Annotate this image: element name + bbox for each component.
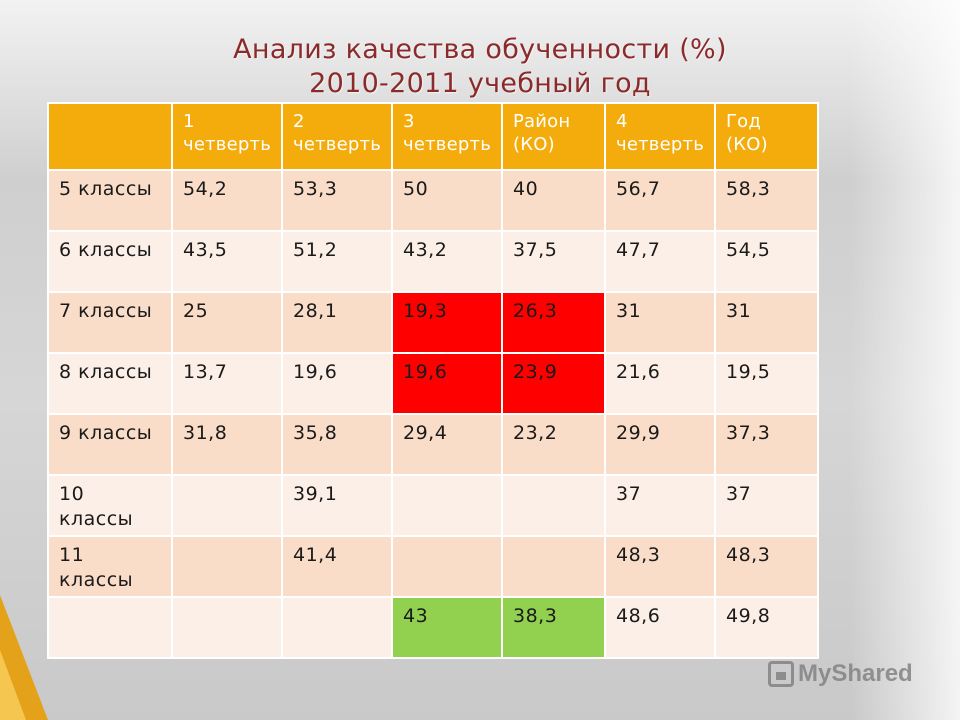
table-cell [501,474,606,537]
title-line-2: 2010-2011 учебный год [309,68,651,99]
header-cell-q4: 4 четверть [604,102,716,171]
table-cell: 53,3 [281,169,393,232]
table-row: 10 классы 39,1 37 37 [47,474,819,537]
table-cell: 31 [604,291,716,354]
table-cell: 48,3 [604,535,716,598]
table-cell: 31,8 [171,413,283,476]
table-cell: 54,2 [171,169,283,232]
table-cell: 43,2 [391,230,503,293]
presentation-icon [768,661,794,687]
row-label: 11 классы [47,535,173,598]
table-cell: 47,7 [604,230,716,293]
table-cell: 51,2 [281,230,393,293]
table-row: 11 классы 41,4 48,3 48,3 [47,535,819,598]
table-cell: 31 [714,291,819,354]
table-cell: 35,8 [281,413,393,476]
table-cell: 23,2 [501,413,606,476]
table-cell: 48,6 [604,596,716,659]
header-cell-q2: 2 четверть [281,102,393,171]
slide-title: Анализ качества обученности (%) 2010-201… [0,33,960,101]
table-cell: 40 [501,169,606,232]
table-cell-highlight-green: 38,3 [501,596,606,659]
row-label [47,596,173,659]
table-cell: 19,5 [714,352,819,415]
table-cell: 37,3 [714,413,819,476]
title-line-1: Анализ качества обученности (%) [233,34,727,65]
table-cell: 29,9 [604,413,716,476]
header-cell-empty [47,102,173,171]
table-cell: 48,3 [714,535,819,598]
table-cell-highlight-red: 19,6 [391,352,503,415]
table-row: 7 классы 25 28,1 19,3 26,3 31 31 [47,291,819,354]
table-cell: 28,1 [281,291,393,354]
quality-table: 1 четверть 2 четверть 3 четверть Район (… [47,102,819,659]
table-cell: 13,7 [171,352,283,415]
table-cell: 49,8 [714,596,819,659]
table-row: 6 классы 43,5 51,2 43,2 37,5 47,7 54,5 [47,230,819,293]
decor-corner-yellow [0,650,26,720]
row-label: 6 классы [47,230,173,293]
table-cell: 37 [714,474,819,537]
table-cell [501,535,606,598]
table-cell: 58,3 [714,169,819,232]
table-cell-highlight-red: 26,3 [501,291,606,354]
row-label: 9 классы [47,413,173,476]
table-header-row: 1 четверть 2 четверть 3 четверть Район (… [47,102,819,171]
table-cell: 25 [171,291,283,354]
header-cell-district: Район (КО) [501,102,606,171]
table-cell: 39,1 [281,474,393,537]
table-cell: 56,7 [604,169,716,232]
table-cell-highlight-green: 43 [391,596,503,659]
table-cell: 21,6 [604,352,716,415]
header-cell-year: Год (КО) [714,102,819,171]
watermark-text: MyShared [798,660,913,687]
table-cell: 41,4 [281,535,393,598]
table-row: 9 классы 31,8 35,8 29,4 23,2 29,9 37,3 [47,413,819,476]
table-cell: 43,5 [171,230,283,293]
table-row: 43 38,3 48,6 49,8 [47,596,819,659]
table-row: 5 классы 54,2 53,3 50 40 56,7 58,3 [47,169,819,232]
table-cell [171,474,283,537]
row-label: 7 классы [47,291,173,354]
table-cell [171,535,283,598]
header-cell-q3: 3 четверть [391,102,503,171]
table-cell [391,474,503,537]
row-label: 10 классы [47,474,173,537]
table-cell-highlight-red: 19,3 [391,291,503,354]
table-cell: 19,6 [281,352,393,415]
table-cell: 29,4 [391,413,503,476]
table-cell: 50 [391,169,503,232]
row-label: 5 классы [47,169,173,232]
table-cell [391,535,503,598]
row-label: 8 классы [47,352,173,415]
table-cell: 54,5 [714,230,819,293]
header-cell-q1: 1 четверть [171,102,283,171]
table-cell: 37 [604,474,716,537]
table-cell-highlight-red: 23,9 [501,352,606,415]
table-cell [171,596,283,659]
decor-right-glow [850,0,960,720]
watermark-logo: MyShared [768,658,913,690]
table-row: 8 классы 13,7 19,6 19,6 23,9 21,6 19,5 [47,352,819,415]
table-cell [281,596,393,659]
table-cell: 37,5 [501,230,606,293]
